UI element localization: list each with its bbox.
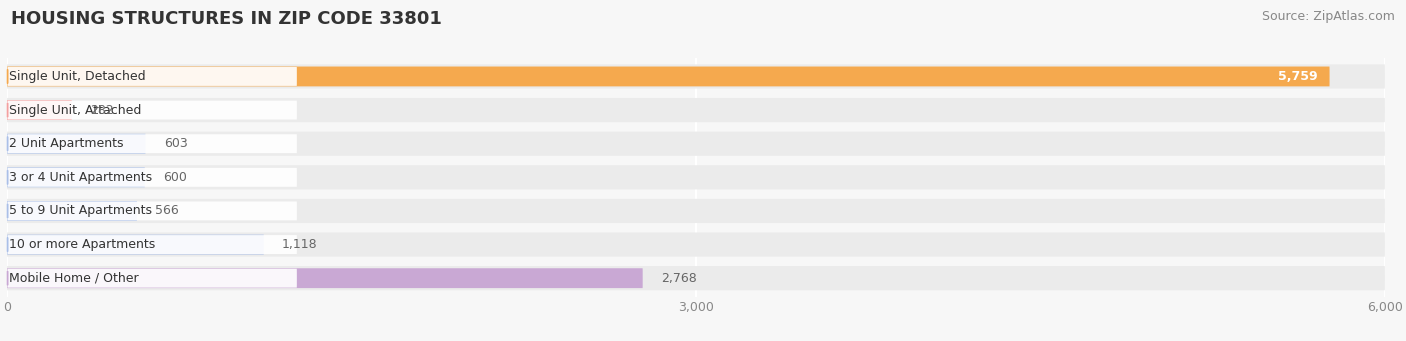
FancyBboxPatch shape [7,269,297,287]
Text: 2 Unit Apartments: 2 Unit Apartments [10,137,124,150]
FancyBboxPatch shape [7,66,1330,86]
FancyBboxPatch shape [7,132,1385,156]
Text: 5 to 9 Unit Apartments: 5 to 9 Unit Apartments [10,205,152,218]
FancyBboxPatch shape [7,235,297,254]
FancyBboxPatch shape [7,202,297,220]
Text: Source: ZipAtlas.com: Source: ZipAtlas.com [1261,10,1395,23]
FancyBboxPatch shape [7,134,297,153]
Text: 3 or 4 Unit Apartments: 3 or 4 Unit Apartments [10,171,153,184]
Text: 600: 600 [163,171,187,184]
Text: HOUSING STRUCTURES IN ZIP CODE 33801: HOUSING STRUCTURES IN ZIP CODE 33801 [11,10,441,28]
FancyBboxPatch shape [7,101,297,120]
FancyBboxPatch shape [7,201,136,221]
Text: Single Unit, Detached: Single Unit, Detached [10,70,146,83]
Text: 10 or more Apartments: 10 or more Apartments [10,238,156,251]
FancyBboxPatch shape [7,268,643,288]
FancyBboxPatch shape [7,167,145,187]
Text: 566: 566 [156,205,179,218]
Text: 2,768: 2,768 [661,272,697,285]
Text: 1,118: 1,118 [283,238,318,251]
FancyBboxPatch shape [7,165,1385,189]
FancyBboxPatch shape [7,64,1385,89]
FancyBboxPatch shape [7,98,1385,122]
FancyBboxPatch shape [7,233,1385,257]
FancyBboxPatch shape [7,67,297,86]
FancyBboxPatch shape [7,100,72,120]
FancyBboxPatch shape [7,168,297,187]
Text: Single Unit, Attached: Single Unit, Attached [10,104,142,117]
FancyBboxPatch shape [7,134,145,154]
Text: 5,759: 5,759 [1278,70,1317,83]
Text: Mobile Home / Other: Mobile Home / Other [10,272,139,285]
Text: 282: 282 [90,104,114,117]
FancyBboxPatch shape [7,266,1385,290]
FancyBboxPatch shape [7,235,264,254]
Text: 603: 603 [165,137,187,150]
FancyBboxPatch shape [7,199,1385,223]
